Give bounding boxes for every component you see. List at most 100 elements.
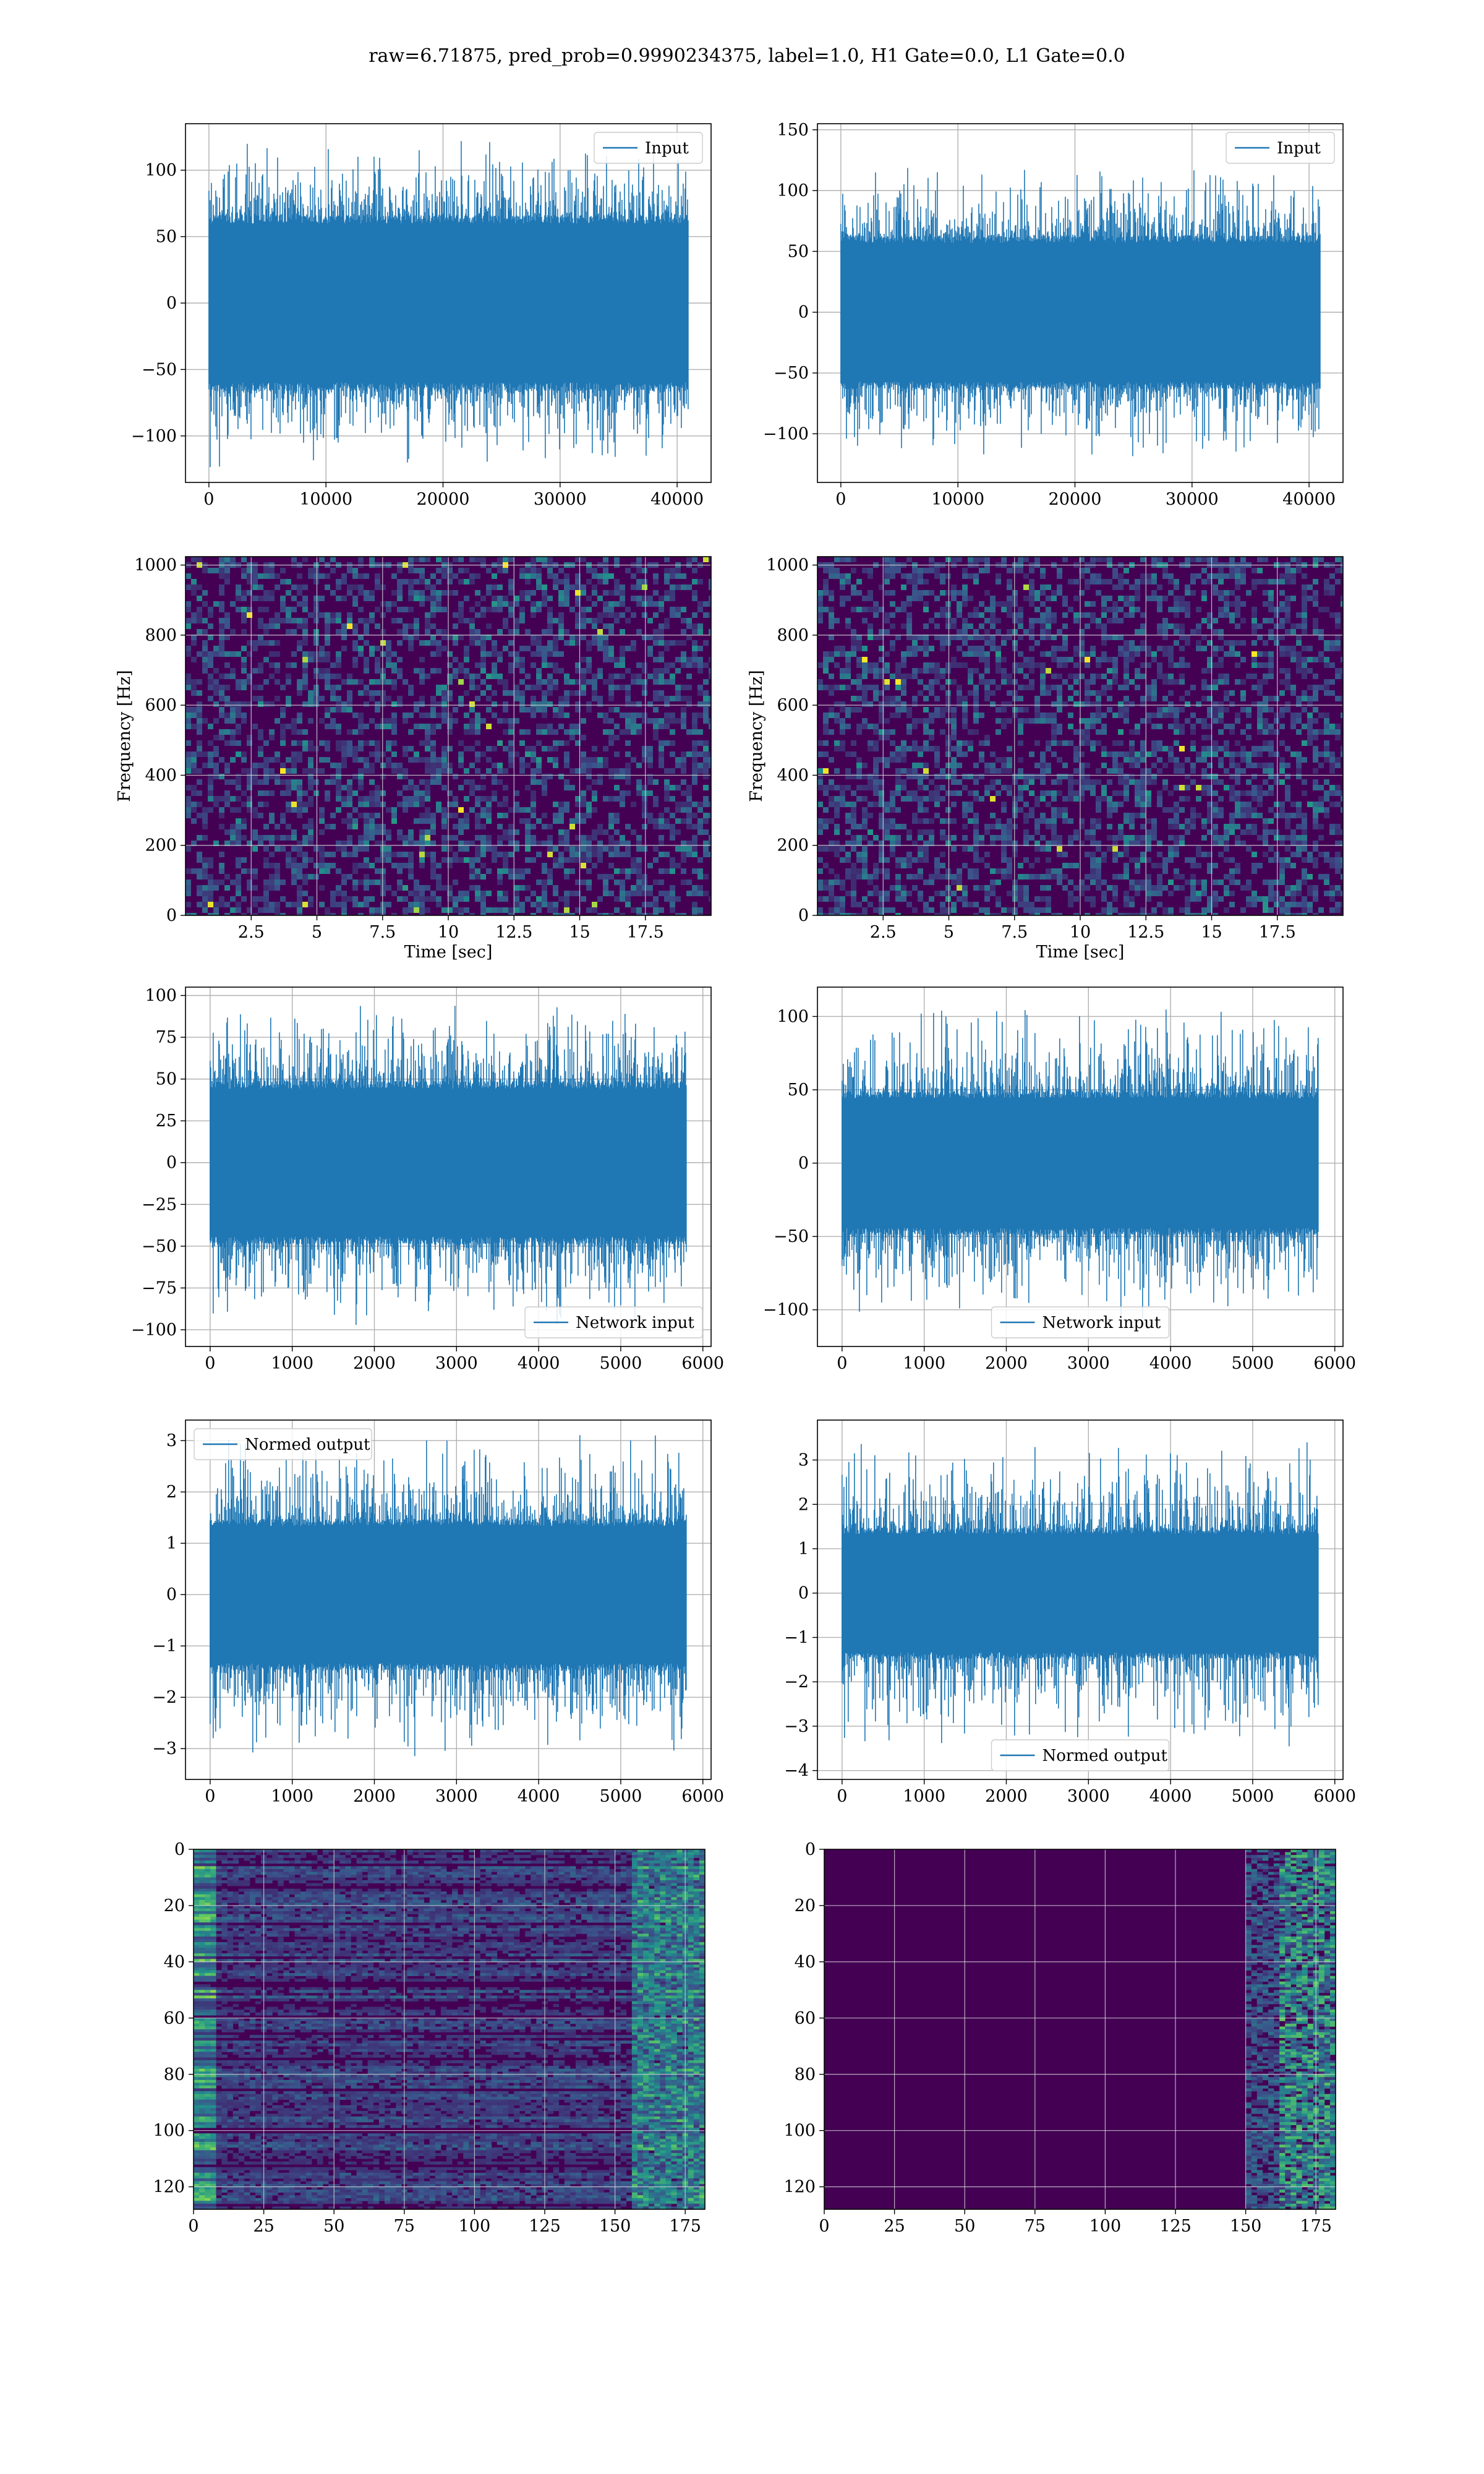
heatmap-cell xyxy=(347,835,352,841)
heatmap-cell xyxy=(519,679,525,685)
heatmap-cell xyxy=(1246,807,1252,813)
heatmap-cell xyxy=(929,618,934,623)
heatmap-cell xyxy=(352,662,358,668)
heatmap-cell xyxy=(280,779,286,785)
heatmap-cell xyxy=(369,590,375,596)
heatmap-cell xyxy=(879,790,884,796)
heatmap-cell xyxy=(1201,668,1207,674)
heatmap-cell xyxy=(319,757,325,763)
heatmap-cell xyxy=(703,757,709,763)
heatmap-cell xyxy=(336,596,341,601)
heatmap-cell xyxy=(1229,763,1235,768)
heatmap-cell xyxy=(419,713,425,718)
heatmap-cell xyxy=(325,796,330,802)
heatmap-cell xyxy=(1135,724,1140,729)
heatmap-cell xyxy=(703,718,709,724)
heatmap-cell xyxy=(447,590,453,596)
heatmap-cell xyxy=(408,568,414,573)
heatmap-cell xyxy=(531,568,536,573)
heatmap-cell xyxy=(979,635,984,640)
heatmap-cell xyxy=(1329,757,1335,763)
heatmap-cell xyxy=(414,629,419,635)
heatmap-cell xyxy=(252,646,258,651)
heatmap-cell xyxy=(558,724,564,729)
heatmap-cell xyxy=(252,640,258,646)
heatmap-cell xyxy=(1079,701,1085,707)
heatmap-cell xyxy=(352,818,358,824)
heatmap-cell xyxy=(608,607,614,612)
heatmap-cell xyxy=(558,601,564,607)
heatmap-cell xyxy=(614,896,620,902)
heatmap-cell xyxy=(653,735,659,740)
heatmap-cell xyxy=(1107,618,1112,623)
heatmap-cell xyxy=(614,584,620,590)
heatmap-cell xyxy=(1279,668,1285,674)
heatmap-cell xyxy=(1324,724,1329,729)
heatmap-cell xyxy=(525,685,531,690)
heatmap-cell xyxy=(945,601,951,607)
heatmap-cell xyxy=(1246,724,1252,729)
heatmap-cell xyxy=(369,802,375,807)
heatmap-cell xyxy=(391,913,397,915)
heatmap-cell xyxy=(419,557,425,562)
heatmap-cell xyxy=(1290,623,1296,629)
heatmap-cell xyxy=(241,573,247,579)
heatmap-cell xyxy=(525,835,531,841)
heatmap-cell xyxy=(219,640,224,646)
heatmap-cell xyxy=(625,607,631,612)
heatmap-cell xyxy=(208,685,213,690)
heatmap-cell xyxy=(263,596,269,601)
heatmap-cell xyxy=(862,568,868,573)
heatmap-cell xyxy=(945,751,951,757)
heatmap-cell xyxy=(503,623,508,629)
heatmap-cell xyxy=(1213,646,1218,651)
heatmap-cell xyxy=(319,863,325,868)
heatmap-cell xyxy=(269,662,275,668)
heatmap-cell xyxy=(631,640,636,646)
heatmap-cell xyxy=(901,751,906,757)
heatmap-cell xyxy=(670,584,675,590)
heatmap-cell xyxy=(1302,618,1307,623)
heatmap-cell xyxy=(425,841,430,846)
heatmap-cell xyxy=(1146,646,1151,651)
heatmap-cell xyxy=(979,713,984,718)
heatmap-cell xyxy=(1079,657,1085,662)
heatmap-cell xyxy=(458,662,464,668)
heatmap-cell xyxy=(873,763,879,768)
heatmap-cell xyxy=(219,690,224,696)
heatmap-cell xyxy=(957,779,962,785)
heatmap-cell xyxy=(364,802,369,807)
heatmap-cell xyxy=(447,724,453,729)
heatmap-cell xyxy=(940,774,945,779)
y-tick-label: 0 xyxy=(798,303,809,322)
heatmap-cell xyxy=(1185,612,1190,618)
heatmap-cell xyxy=(990,796,996,802)
heatmap-cell xyxy=(1179,657,1185,662)
heatmap-cell xyxy=(219,796,224,802)
heatmap-cell xyxy=(236,751,241,757)
heatmap-cell xyxy=(1296,751,1302,757)
heatmap-cell xyxy=(1085,740,1090,746)
heatmap-cell xyxy=(1313,785,1318,790)
heatmap-cell xyxy=(458,607,464,612)
heatmap-cell xyxy=(581,751,586,757)
heatmap-cell xyxy=(358,724,364,729)
heatmap-cell xyxy=(670,835,675,841)
heatmap-cell xyxy=(1051,612,1057,618)
heatmap-cell xyxy=(868,813,873,818)
heatmap-cell xyxy=(692,907,697,913)
heatmap-cell xyxy=(1007,790,1012,796)
heatmap-cell xyxy=(575,601,581,607)
heatmap-cell xyxy=(447,896,453,902)
heatmap-cell xyxy=(851,607,856,612)
heatmap-cell xyxy=(647,701,653,707)
heatmap-cell xyxy=(397,640,403,646)
heatmap-cell xyxy=(464,657,469,662)
heatmap-cell xyxy=(1296,623,1302,629)
heatmap-cell xyxy=(614,735,620,740)
heatmap-cell xyxy=(358,635,364,640)
heatmap-cell xyxy=(436,601,441,607)
heatmap-cell xyxy=(1185,590,1190,596)
heatmap-cell xyxy=(957,696,962,701)
heatmap-cell xyxy=(1101,612,1107,618)
